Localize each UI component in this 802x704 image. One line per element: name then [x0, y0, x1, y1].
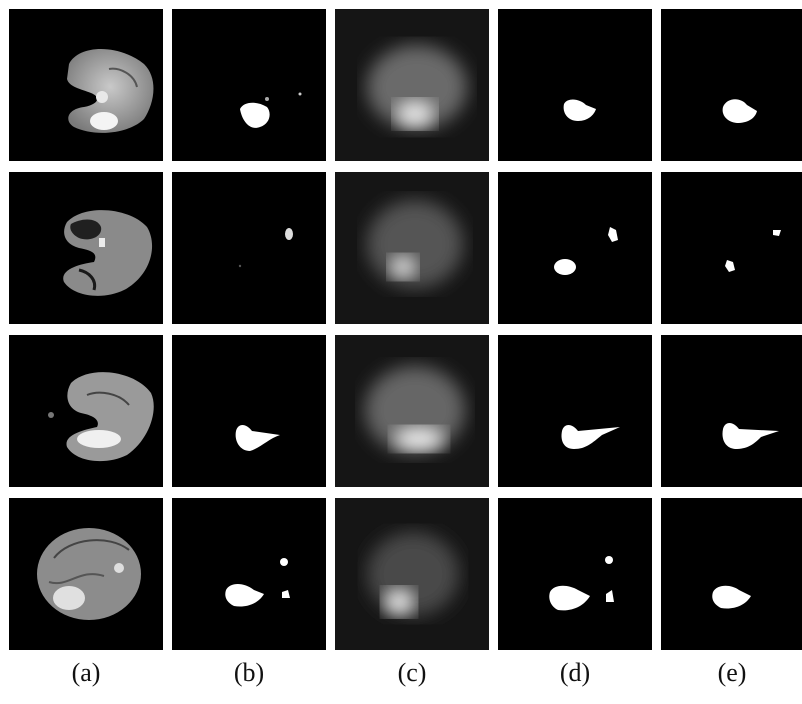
panel-r1-c-probability: [335, 9, 489, 161]
probability-map-image: [335, 335, 489, 487]
column-label-a: (a): [71, 658, 101, 687]
panel-r2-b-output: [172, 172, 326, 324]
panel-r4-d-mask: [498, 498, 652, 650]
panel-r3-c-probability: [335, 335, 489, 487]
panel-r1-d-mask: [498, 9, 652, 161]
panel-r3-a-mri: [9, 335, 163, 487]
mri-slice-image: [63, 210, 153, 296]
mask-image: [563, 99, 596, 121]
panel-r3-b-output: [172, 335, 326, 487]
mask-image: [725, 230, 781, 272]
segmentation-image: [238, 228, 293, 268]
panel-r1-b-output: [172, 9, 326, 161]
panel-r1-a-mri: [9, 9, 163, 161]
column-label-d: (d): [559, 658, 591, 687]
panel-r3-e-mask: [661, 335, 802, 487]
panel-r2-c-probability: [335, 172, 489, 324]
mask-image: [722, 423, 779, 449]
probability-map-image: [335, 172, 489, 324]
panel-r2-e-mask: [661, 172, 802, 324]
panel-r4-b-output: [172, 498, 326, 650]
mask-image: [712, 585, 751, 609]
segmentation-image: [225, 558, 290, 607]
mask-image: [554, 227, 618, 275]
mask-image: [561, 425, 620, 449]
probability-map-image: [335, 498, 489, 650]
probability-map-image: [335, 9, 489, 161]
mask-image: [722, 99, 757, 123]
panel-r3-d-mask: [498, 335, 652, 487]
column-label-c: (c): [397, 658, 427, 687]
column-label-b: (b): [233, 658, 265, 687]
mri-slice-image: [48, 372, 154, 462]
panel-r1-e-mask: [661, 9, 802, 161]
mri-slice-image: [37, 528, 141, 620]
panel-r4-a-mri: [9, 498, 163, 650]
mask-image: [549, 556, 614, 611]
panel-r4-c-probability: [335, 498, 489, 650]
mri-slice-image: [67, 49, 154, 133]
panel-r4-e-mask: [661, 498, 802, 650]
segmentation-image: [240, 92, 302, 128]
column-label-e: (e): [717, 658, 747, 687]
panel-r2-a-mri: [9, 172, 163, 324]
segmentation-image: [235, 425, 280, 451]
panel-r2-d-mask: [498, 172, 652, 324]
